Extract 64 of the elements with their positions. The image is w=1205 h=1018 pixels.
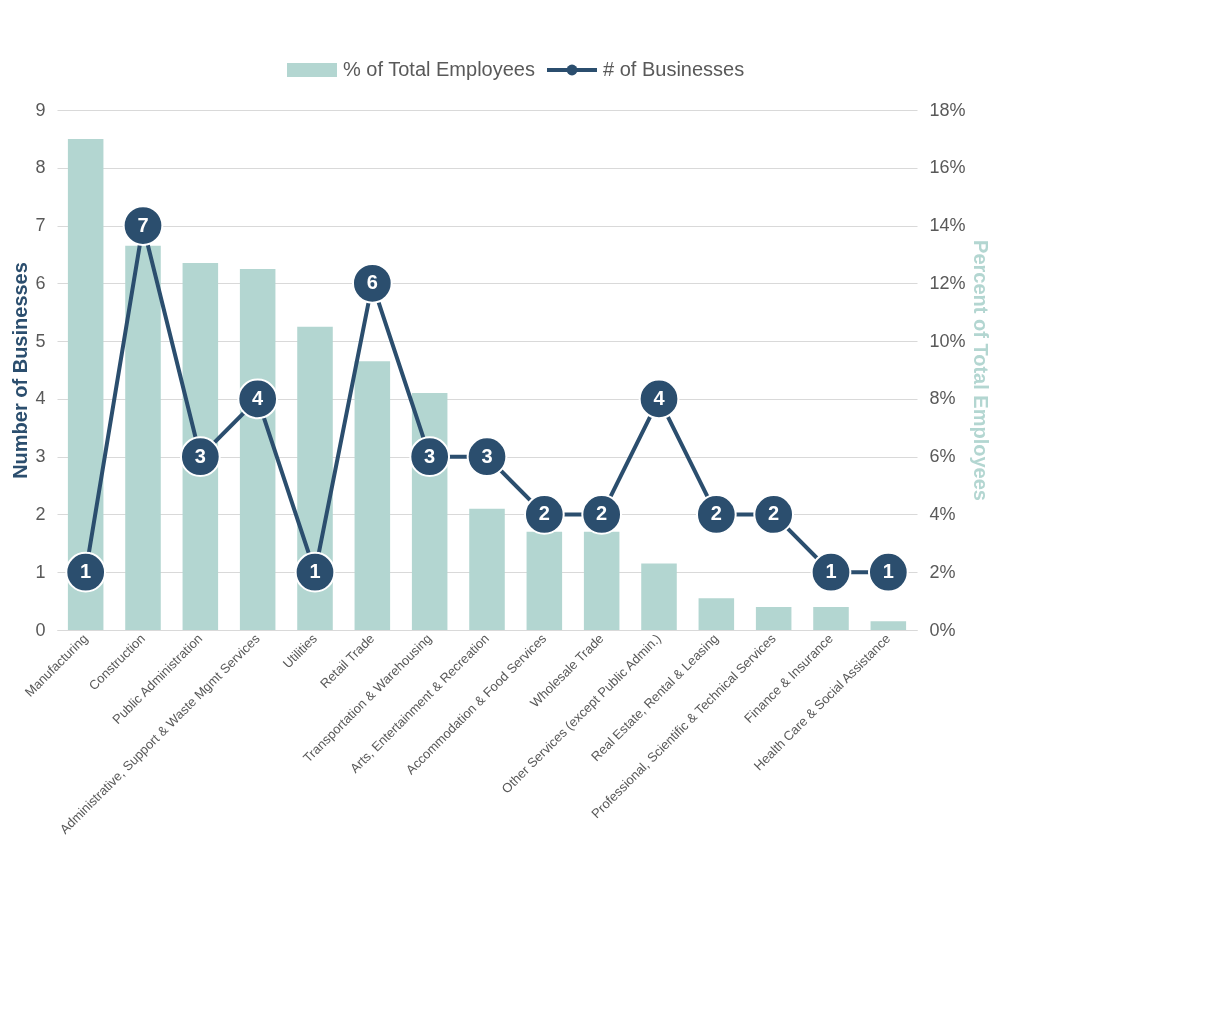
- data-label: 4: [252, 386, 265, 409]
- legend-label: % of Total Employees: [343, 58, 535, 80]
- data-label: 6: [366, 271, 378, 294]
- bar: [641, 563, 677, 630]
- data-label: 1: [882, 560, 894, 583]
- data-label: 7: [137, 213, 149, 236]
- y-tick-label: 6: [35, 272, 46, 293]
- bar: [870, 621, 907, 630]
- point: [523, 494, 565, 535]
- data-label: 1: [80, 560, 92, 583]
- point: [753, 494, 795, 535]
- y-tick-label: 2: [35, 503, 46, 524]
- point: [810, 551, 852, 593]
- y2-tick-label: 10%: [929, 330, 966, 351]
- y2-tick-label: 2%: [929, 561, 956, 582]
- bar: [698, 598, 735, 630]
- bar: [354, 361, 391, 630]
- point: [237, 378, 279, 420]
- data-label: 1: [309, 560, 321, 583]
- data-label: 2: [596, 502, 608, 525]
- point: [581, 494, 623, 535]
- y-tick-label: 1: [35, 561, 46, 582]
- data-label: 3: [194, 444, 206, 467]
- y-axis-title: Number of Businesses: [9, 262, 32, 479]
- bar: [469, 508, 505, 630]
- point: [466, 436, 508, 477]
- bar: [125, 245, 161, 630]
- y-tick-label: 4: [35, 388, 46, 409]
- point: [65, 551, 107, 593]
- point: [867, 551, 909, 593]
- y2-tick-label: 18%: [929, 99, 966, 120]
- data-label: 3: [424, 444, 436, 467]
- point: [409, 436, 451, 477]
- bar: [526, 531, 563, 630]
- data-label: 3: [481, 444, 493, 467]
- data-label: 2: [710, 502, 722, 525]
- data-label: 4: [653, 386, 666, 409]
- legend-label: # of Businesses: [603, 58, 745, 80]
- point: [294, 551, 336, 593]
- point: [179, 436, 221, 477]
- y2-tick-label: 6%: [929, 446, 956, 467]
- y-tick-label: 8: [35, 157, 46, 178]
- point: [695, 494, 737, 535]
- y-tick-label: 5: [35, 330, 46, 351]
- bar: [583, 531, 620, 630]
- y2-axis-title: Percent of Total Employees: [969, 240, 992, 501]
- data-label: 2: [768, 502, 780, 525]
- y2-tick-label: 16%: [929, 157, 966, 178]
- point: [351, 263, 393, 304]
- y2-tick-label: 0%: [929, 619, 956, 640]
- y-tick-label: 7: [35, 215, 46, 236]
- y2-tick-label: 12%: [929, 272, 966, 293]
- bar: [755, 606, 792, 630]
- y2-tick-label: 4%: [929, 503, 956, 524]
- y-tick-label: 9: [35, 99, 46, 120]
- y2-tick-label: 8%: [929, 388, 956, 409]
- bar: [813, 606, 849, 630]
- data-label: 2: [538, 502, 550, 525]
- y-tick-label: 0: [35, 619, 46, 640]
- y2-tick-label: 14%: [929, 215, 966, 236]
- data-label: 1: [825, 560, 837, 583]
- point: [122, 205, 164, 246]
- point: [638, 378, 680, 420]
- y-tick-label: 3: [35, 446, 46, 467]
